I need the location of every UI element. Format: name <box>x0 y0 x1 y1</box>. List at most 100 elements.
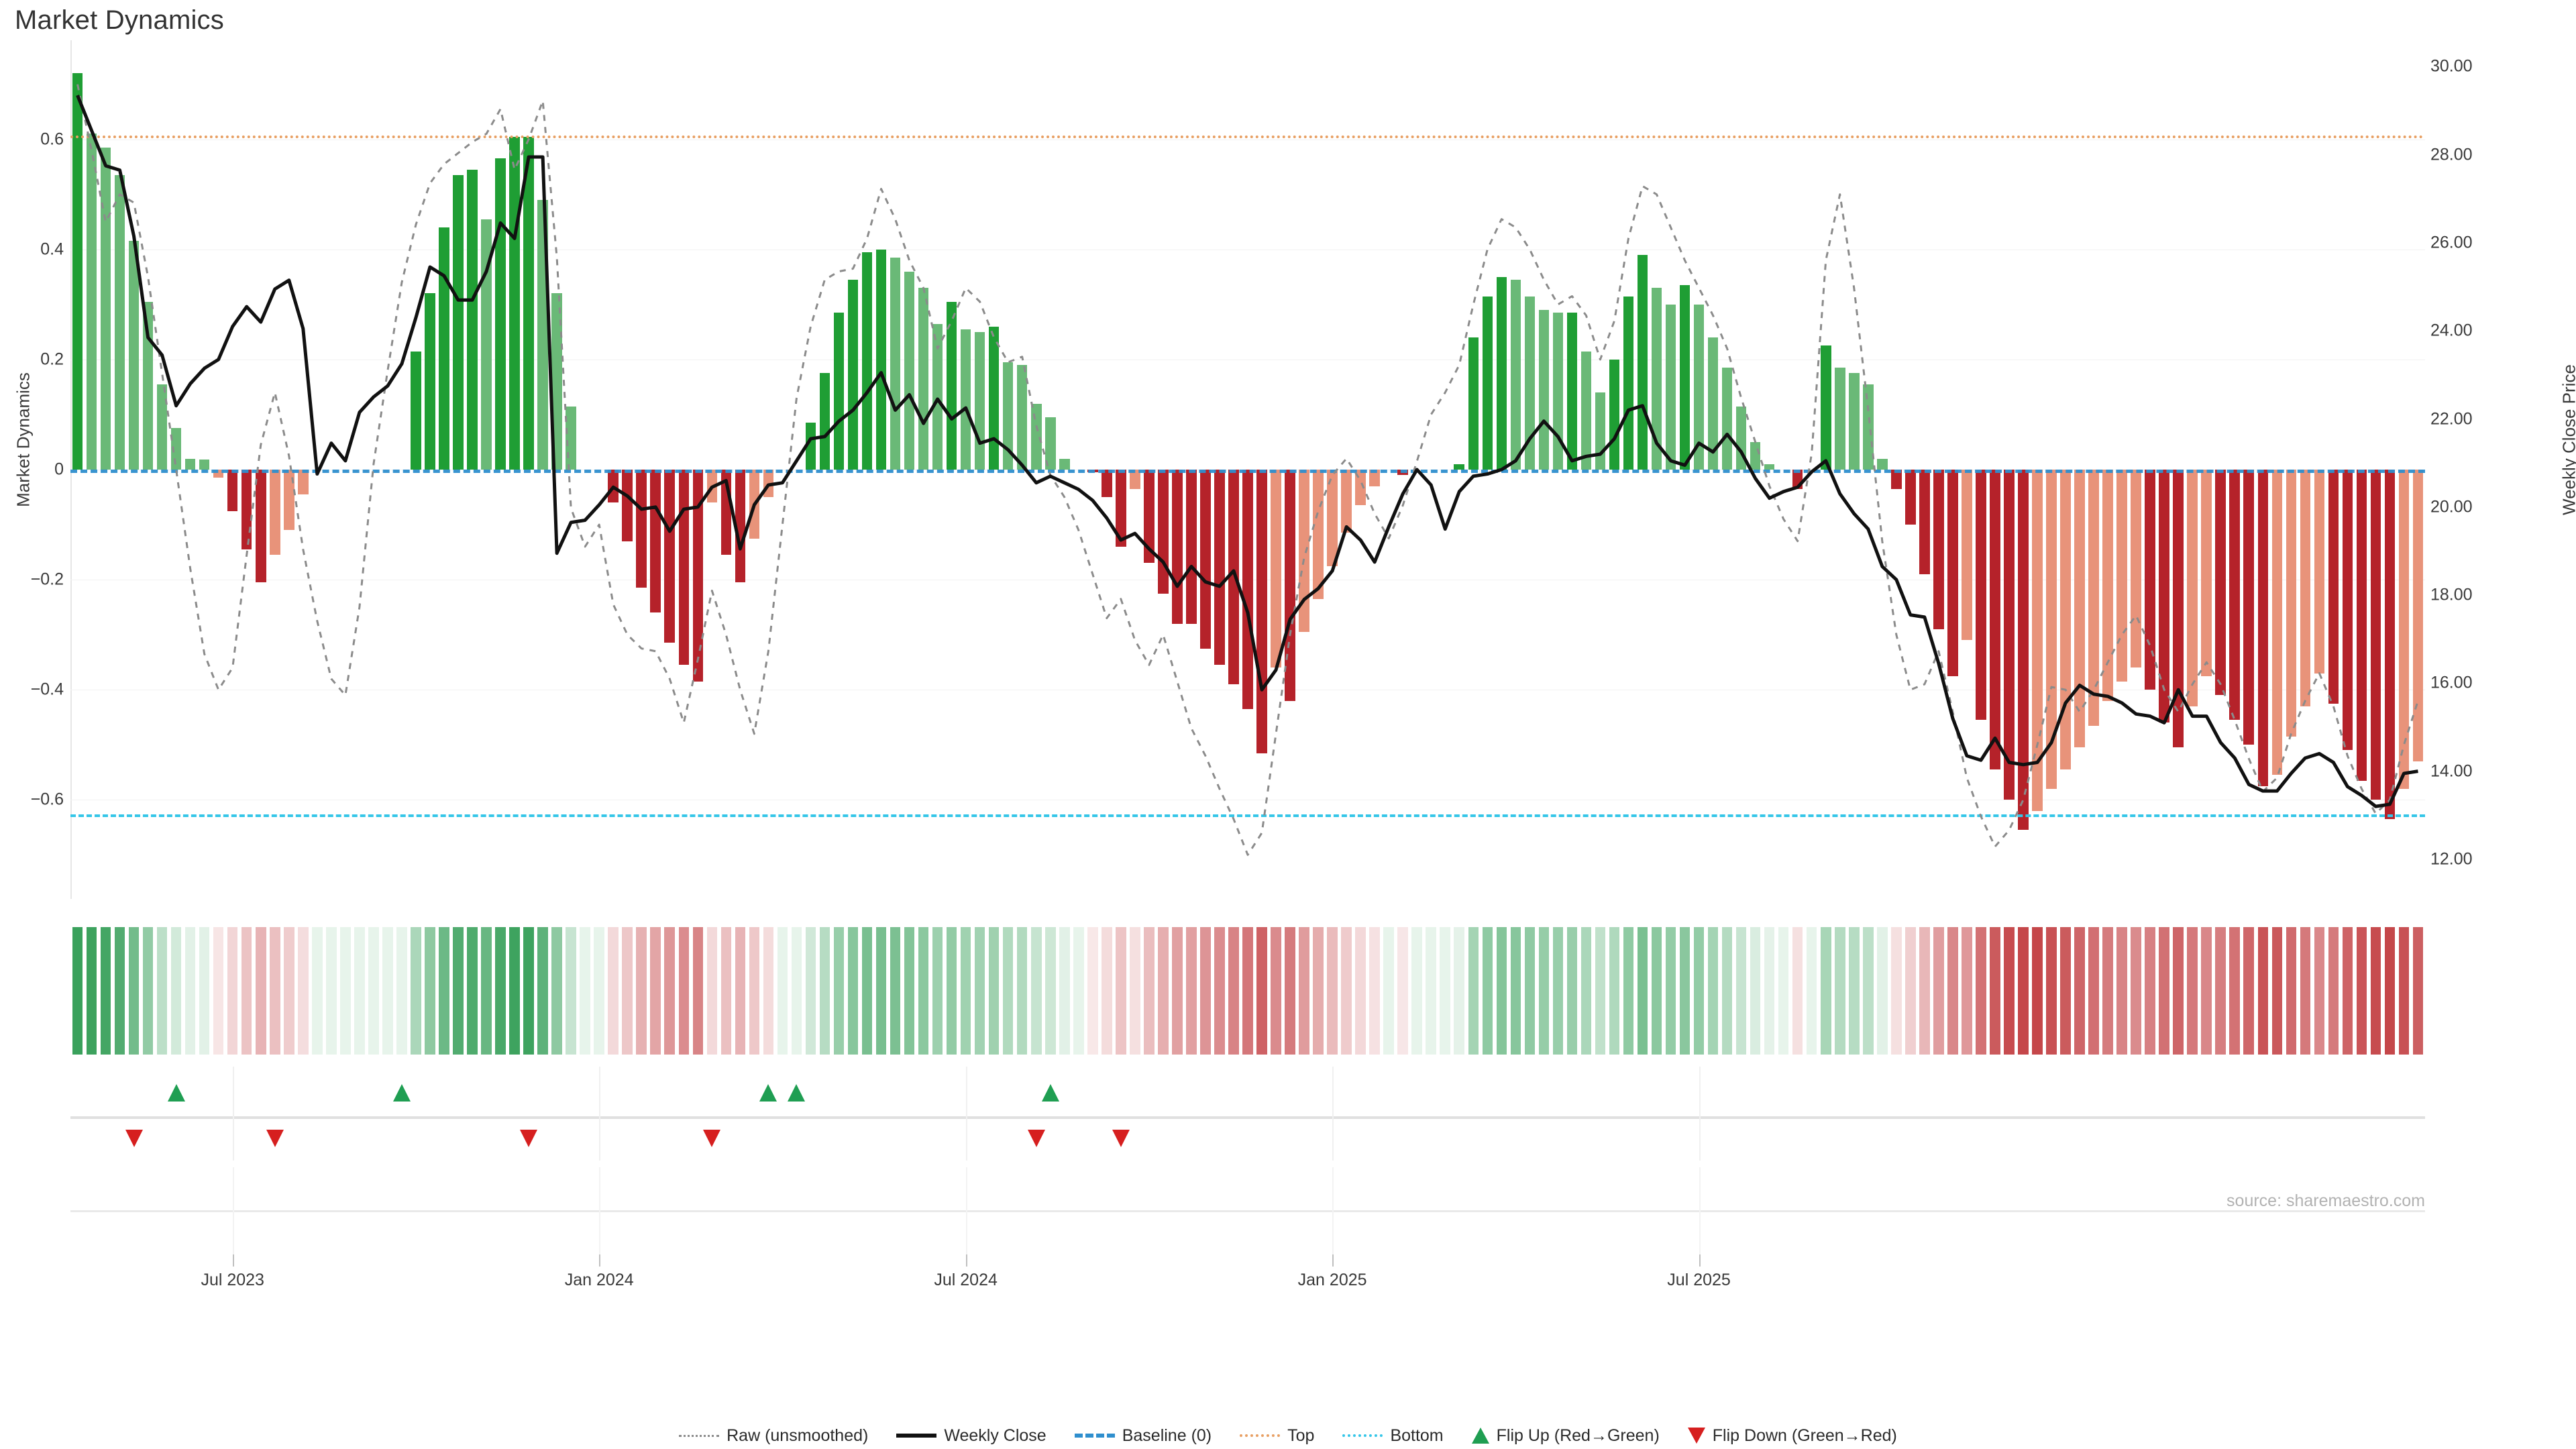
regime-strip-cell <box>199 927 210 1055</box>
left-y-tick-label: 0.2 <box>40 350 64 369</box>
x-tick-label: Jan 2025 <box>1297 1271 1367 1289</box>
source-attribution: source: sharemaestro.com <box>2226 1191 2425 1210</box>
flip-up-marker[interactable] <box>788 1084 806 1102</box>
market-dynamics-bar <box>2328 470 2339 704</box>
regime-strip-cell <box>1651 927 1662 1055</box>
bottom-panel-line <box>70 1210 2425 1212</box>
regime-strip-cell <box>2018 927 2029 1055</box>
flip-down-marker[interactable] <box>1112 1130 1130 1147</box>
line-overlay <box>76 84 2419 856</box>
market-dynamics-bar <box>1905 470 1916 525</box>
market-dynamics-bar <box>2116 470 2127 682</box>
legend-item[interactable]: Weekly Close <box>896 1426 1046 1446</box>
regime-strip-cell <box>1355 927 1366 1055</box>
legend-item[interactable]: Baseline (0) <box>1074 1426 1212 1446</box>
regime-strip-cell <box>1609 927 1620 1055</box>
legend-item-label: Top <box>1287 1426 1315 1445</box>
right-y-tick-label: 24.00 <box>2430 321 2473 340</box>
regime-strip-cell <box>368 927 379 1055</box>
chart-legend: Raw (unsmoothed) Weekly Close Baseline (0)… <box>0 1422 2576 1449</box>
regime-strip-cell <box>2271 927 2283 1055</box>
dashed-line-icon <box>1074 1434 1115 1438</box>
market-dynamics-bar <box>128 241 140 470</box>
flip-down-marker[interactable] <box>125 1130 143 1147</box>
regime-strip-cell <box>326 927 337 1055</box>
regime-strip-cell <box>1002 927 1014 1055</box>
regime-strip-cell <box>932 927 943 1055</box>
legend-item[interactable]: Top <box>1240 1426 1314 1446</box>
flip-panel-separator <box>232 1067 234 1161</box>
market-dynamics-bar <box>1976 470 1986 720</box>
market-dynamics-bar <box>847 279 859 470</box>
flip-markers-panel <box>70 1067 2425 1161</box>
regime-strip-cell <box>833 927 845 1055</box>
regime-strip-cell <box>1242 927 1253 1055</box>
flip-up-marker[interactable] <box>1041 1084 1059 1102</box>
regime-strip-cell <box>170 927 182 1055</box>
regime-strip-cell <box>1764 927 1775 1055</box>
flip-down-marker[interactable] <box>266 1130 284 1147</box>
market-dynamics-bar <box>650 470 661 613</box>
regime-strip-cell <box>1228 927 1239 1055</box>
flip-up-marker[interactable] <box>167 1084 185 1102</box>
triangle-up-icon <box>1471 1428 1489 1444</box>
legend-item-label: Baseline (0) <box>1122 1426 1212 1445</box>
regime-strip-cell <box>1158 927 1169 1055</box>
regime-strip-cell <box>227 927 238 1055</box>
regime-strip-cell <box>1496 927 1507 1055</box>
legend-item[interactable]: Bottom <box>1342 1426 1444 1446</box>
right-y-tick-label: 18.00 <box>2430 585 2473 604</box>
regime-strip-cell <box>213 927 224 1055</box>
regime-strip-cell <box>608 927 619 1055</box>
legend-item[interactable]: Flip Down (Green→Red) <box>1687 1426 1897 1446</box>
weekly-close-line <box>76 95 2418 808</box>
regime-strip-cell <box>1679 927 1690 1055</box>
regime-strip-cell <box>664 927 676 1055</box>
regime-strip-cell <box>2032 927 2043 1055</box>
market-dynamics-bar <box>170 428 182 470</box>
left-y-tick-label: −0.6 <box>30 790 64 809</box>
flip-down-marker[interactable] <box>520 1130 538 1147</box>
regime-strip-cell <box>284 927 294 1055</box>
regime-strip-cell <box>1073 927 1084 1055</box>
regime-strip-cell <box>1256 927 1267 1055</box>
right-y-tick-label: 14.00 <box>2430 761 2473 781</box>
market-dynamics-bar <box>523 136 534 470</box>
market-dynamics-bar <box>1623 296 1634 470</box>
market-dynamics-bar <box>2173 470 2184 748</box>
flip-down-marker[interactable] <box>1027 1130 1045 1147</box>
regime-strip-cell <box>1623 927 1634 1055</box>
regime-strip-cell <box>791 927 802 1055</box>
legend-item[interactable]: Raw (unsmoothed) <box>679 1426 868 1446</box>
flip-up-marker[interactable] <box>759 1084 777 1102</box>
market-dynamics-bar <box>1285 470 1295 701</box>
right-y-tick-label: 26.00 <box>2430 233 2473 252</box>
regime-strip-cell <box>2187 927 2198 1055</box>
legend-item[interactable]: Flip Up (Red→Green) <box>1471 1426 1660 1446</box>
flip-up-marker[interactable] <box>392 1084 411 1102</box>
regime-strip-cell <box>1059 927 1070 1055</box>
regime-strip-cell <box>1990 927 2000 1055</box>
market-dynamics-bar <box>2145 470 2155 690</box>
flip-down-marker[interactable] <box>703 1130 721 1147</box>
market-dynamics-bar <box>2229 470 2241 720</box>
regime-strip-cell <box>128 927 140 1055</box>
flip-panel-separator <box>1332 1067 1334 1161</box>
main-plot-area <box>70 40 2425 899</box>
market-dynamics-bar <box>2201 470 2212 676</box>
market-dynamics-bar <box>1186 470 1197 624</box>
regime-strip-cell <box>1440 927 1451 1055</box>
market-dynamics-bar <box>678 470 690 665</box>
page-title: Market Dynamics <box>15 5 224 35</box>
regime-strip-cell <box>1087 927 1098 1055</box>
market-dynamics-bar <box>1510 279 1521 470</box>
regime-strip-cell <box>467 927 478 1055</box>
x-tick-mark <box>1332 1254 1334 1267</box>
market-dynamics-bar <box>86 133 97 470</box>
market-dynamics-bar <box>1721 368 1733 470</box>
regime-strip-cell <box>1891 927 1902 1055</box>
regime-strip-cell <box>1172 927 1183 1055</box>
market-dynamics-bar <box>1228 470 1239 684</box>
right-y-tick-label: 22.00 <box>2430 409 2473 428</box>
market-dynamics-bar <box>1679 285 1690 470</box>
